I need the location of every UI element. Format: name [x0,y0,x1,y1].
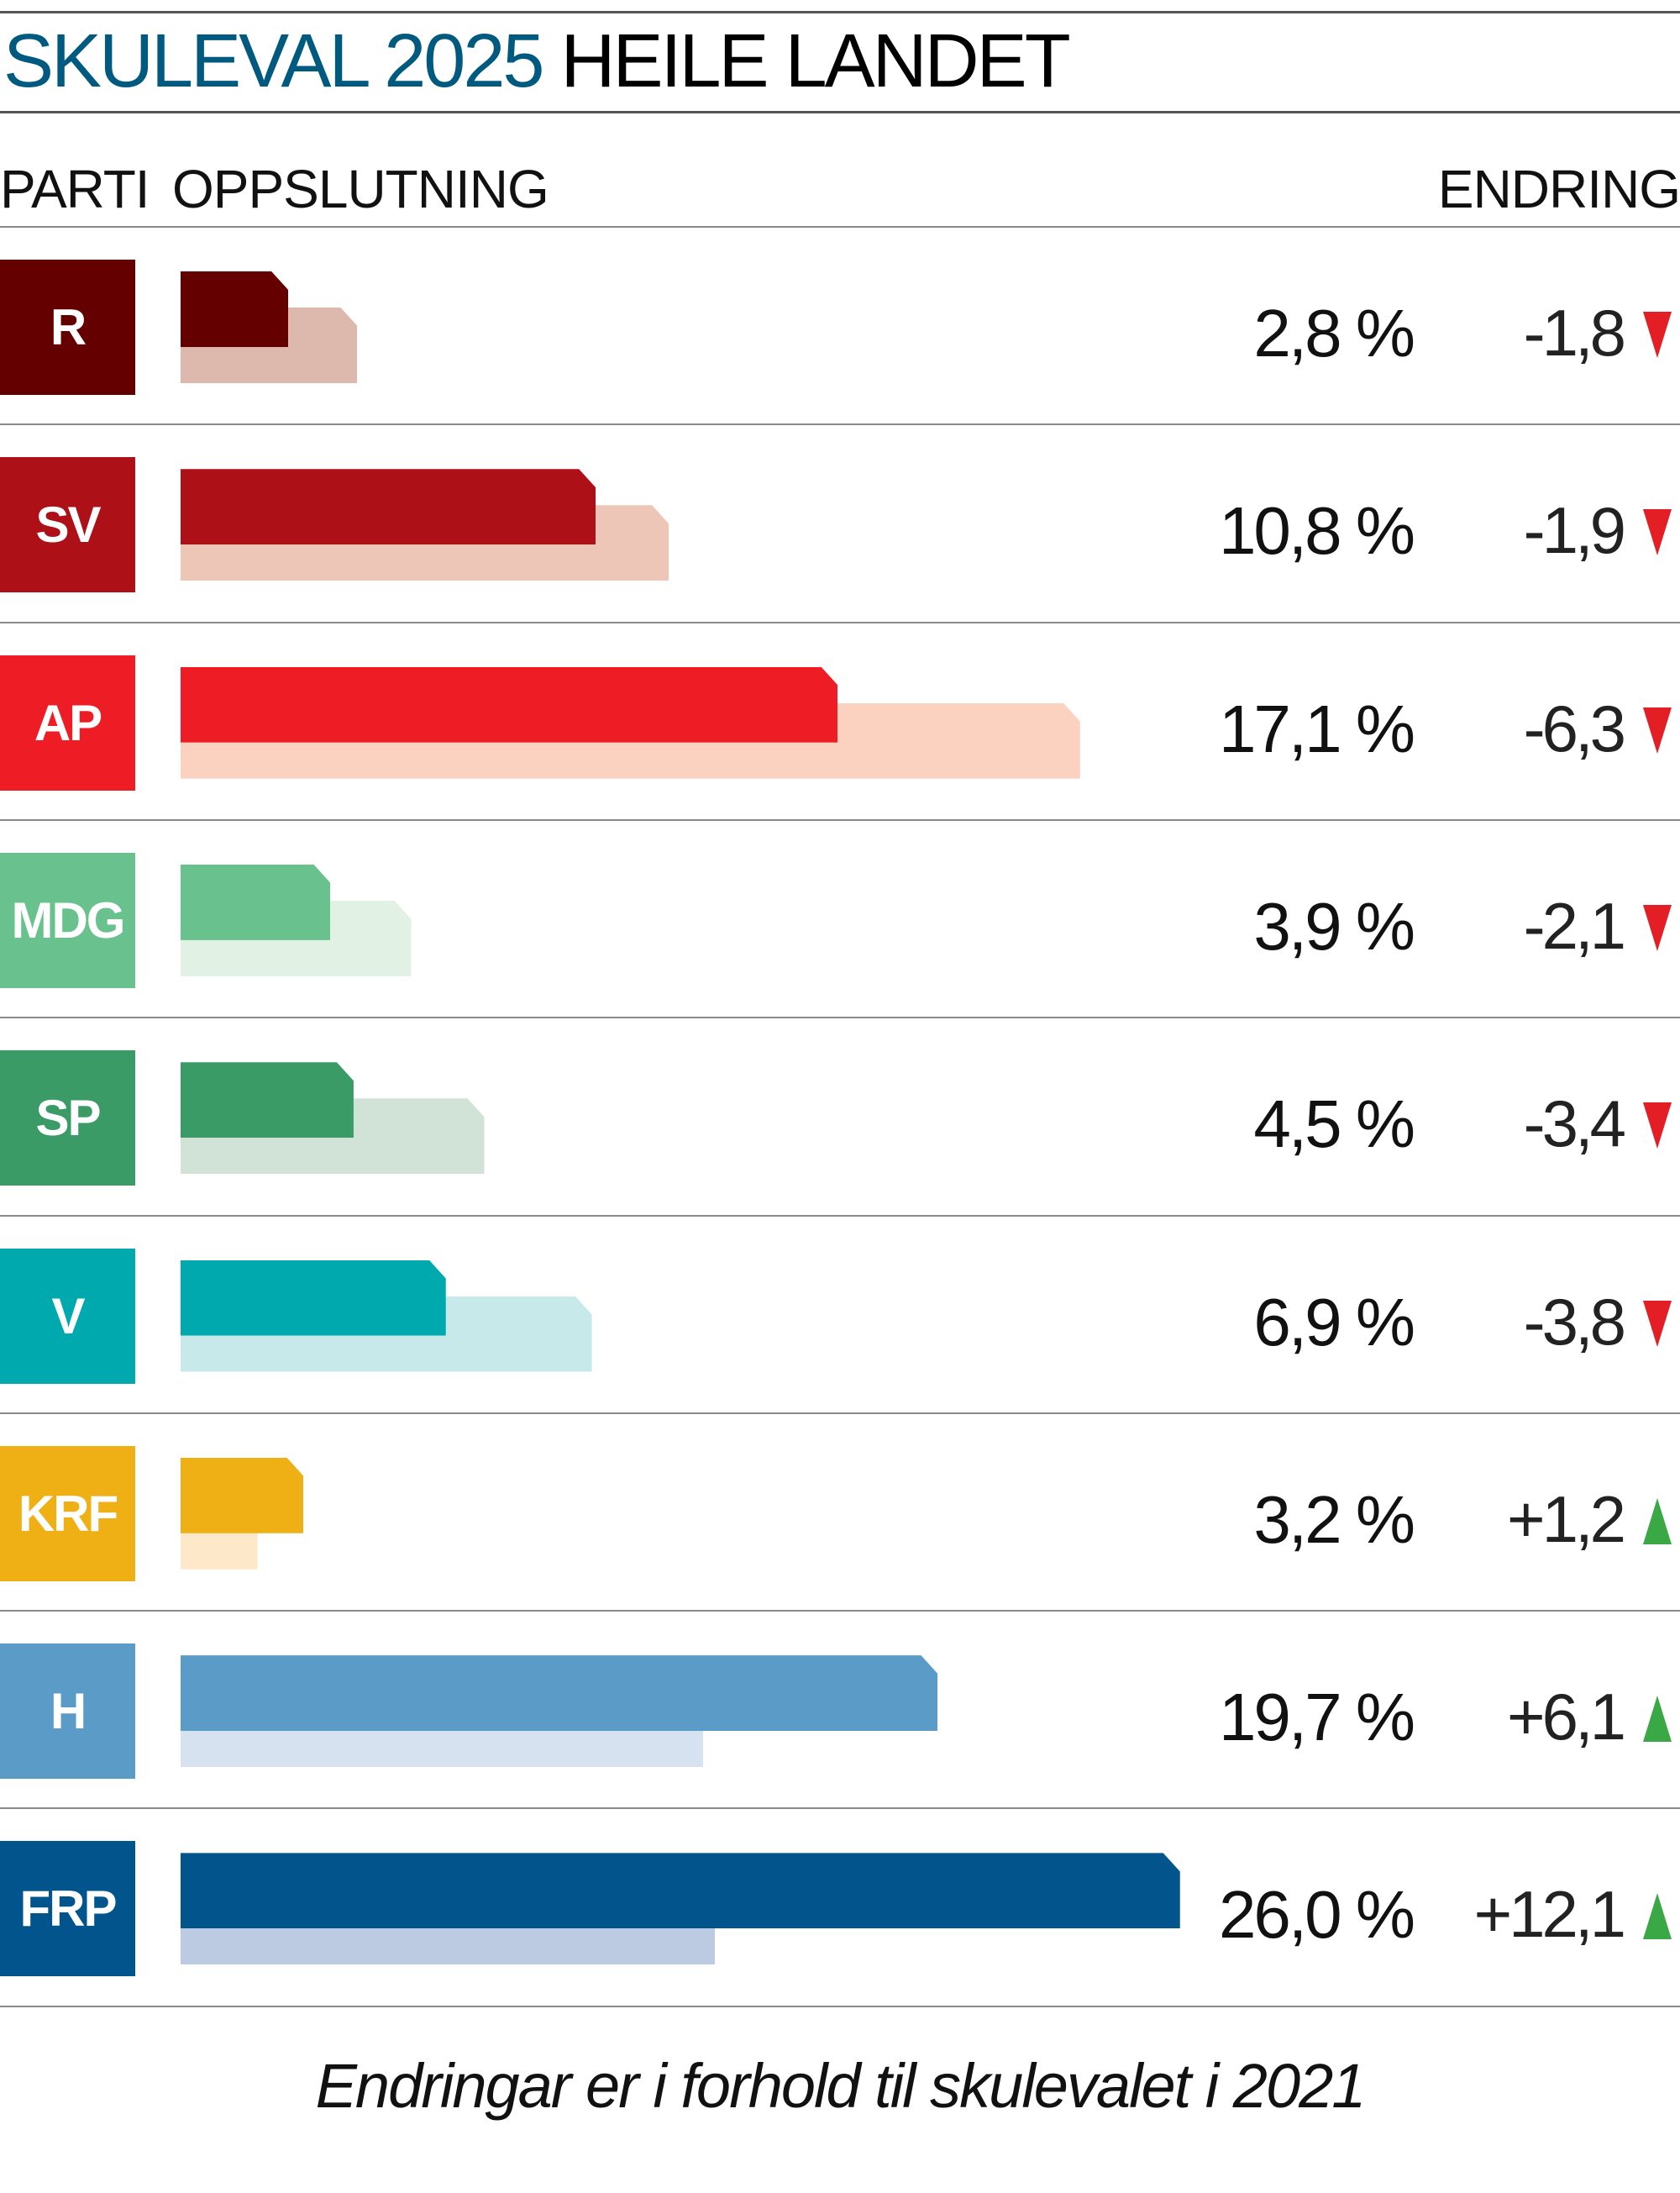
triangle-up-icon [1643,1893,1672,1940]
bar-2025 [181,469,596,544]
row-divider [0,1017,1680,1019]
value-label: 3,2 % [1253,1481,1415,1557]
party-row-mdg: MDG 3,9 % -2,1 [0,821,1680,1018]
footnote: Endringar er i forhold til skulevalet i … [315,2051,1367,2121]
header-rule [0,226,1680,228]
party-row-sp: SP 4,5 % -3,4 [0,1018,1680,1216]
party-badge: FRP [0,1841,135,1977]
triangle-down-icon [1643,509,1672,556]
party-row-v: V 6,9 % -3,8 [0,1217,1680,1414]
row-divider [0,2005,1680,2007]
party-badge: R [0,260,135,395]
party-row-krf: KRF 3,2 % +1,2 [0,1414,1680,1612]
change-label: -6,3 [1523,691,1626,765]
party-badge: V [0,1248,135,1384]
bar-2025 [181,865,330,940]
value-label: 26,0 % [1218,1877,1415,1953]
change-label: -2,1 [1523,888,1626,963]
value-label: 6,9 % [1253,1284,1415,1359]
triangle-down-icon [1643,1102,1672,1149]
title-rule [0,111,1680,113]
party-badge: H [0,1643,135,1780]
value-label: 17,1 % [1218,691,1415,766]
party-row-ap: AP 17,1 % -6,3 [0,623,1680,821]
triangle-down-icon [1643,707,1672,754]
title-scope: HEILE LANDET [560,19,1070,103]
party-badge: MDG [0,852,135,988]
row-divider [0,423,1680,426]
row-divider [0,1412,1680,1414]
bar-2025 [181,1655,937,1731]
header-support: OPPSLUTNING [172,159,549,219]
party-row-h: H 19,7 % +6,1 [0,1612,1680,1809]
change-label: -3,8 [1523,1284,1626,1359]
chart-title: SKULEVAL 2025 HEILE LANDET [3,18,1071,105]
party-row-sv: SV 10,8 % -1,9 [0,425,1680,623]
bar-2025 [181,271,288,347]
value-label: 19,7 % [1218,1680,1415,1755]
triangle-down-icon [1643,904,1672,951]
bar-2025 [181,1458,303,1533]
row-divider [0,1214,1680,1217]
change-label: -3,4 [1523,1086,1626,1161]
party-badge: AP [0,655,135,791]
row-divider [0,818,1680,821]
value-label: 10,8 % [1218,493,1415,569]
row-divider [0,621,1680,623]
triangle-down-icon [1643,312,1672,358]
bar-2025 [181,1853,1180,1928]
top-rule [0,11,1680,13]
triangle-up-icon [1643,1497,1672,1544]
header-change: ENDRING [1437,159,1680,219]
value-label: 3,9 % [1253,888,1415,964]
change-label: +6,1 [1507,1680,1626,1754]
bar-2025 [181,1260,446,1336]
bar-2025 [181,667,837,743]
title-election: SKULEVAL 2025 [3,19,544,103]
party-badge: SP [0,1050,135,1186]
party-row-frp: FRP 26,0 % +12,1 [0,1809,1680,2006]
value-label: 4,5 % [1253,1086,1415,1162]
change-label: -1,8 [1523,296,1626,370]
value-label: 2,8 % [1253,296,1415,371]
row-divider [0,1807,1680,1810]
change-label: -1,9 [1523,493,1626,568]
triangle-up-icon [1643,1696,1672,1743]
party-badge: SV [0,457,135,593]
party-row-r: R 2,8 % -1,8 [0,228,1680,425]
header-party: PARTI [0,159,150,219]
change-label: +1,2 [1507,1481,1626,1556]
triangle-down-icon [1643,1300,1672,1347]
row-divider [0,1610,1680,1612]
party-badge: KRF [0,1445,135,1581]
bar-2025 [181,1062,354,1138]
change-label: +12,1 [1473,1877,1626,1952]
